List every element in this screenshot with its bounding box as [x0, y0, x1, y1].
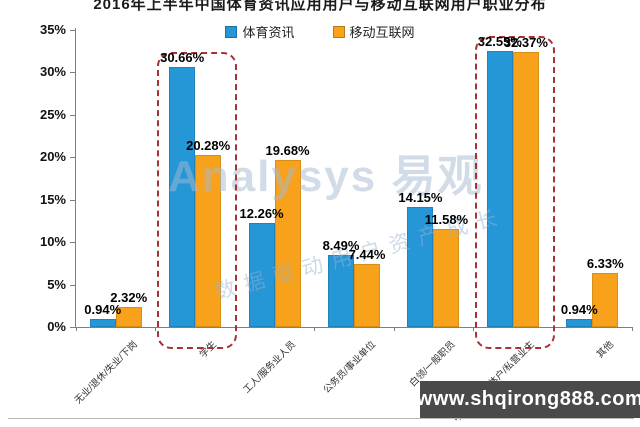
bar-体育资讯-公务员/事业单位	[328, 254, 354, 327]
x-axis-label: 其他	[594, 339, 617, 361]
bar-value-label: 14.15%	[398, 189, 443, 205]
y-axis-label: 30%	[39, 64, 66, 80]
x-axis-label: 工人/服务业人员	[241, 339, 299, 396]
bar-value-label: 12.26%	[239, 205, 284, 221]
bar-移动互联网-工人/服务业人员	[274, 160, 301, 327]
legend-item-sports-info: 体育资讯	[225, 22, 295, 41]
chart-title: 2016年上半年中国体育资讯应用用户与移动互联网用户职业分布	[93, 0, 547, 11]
y-tick	[70, 30, 75, 31]
y-tick	[70, 199, 75, 201]
y-tick	[70, 284, 75, 286]
analysys-watermark: Analysys 易观	[168, 152, 484, 201]
bar-value-label: 30.66%	[160, 49, 205, 65]
legend-swatch-orange	[332, 25, 345, 38]
site-watermark-banner: www.shqirong888.com	[416, 381, 640, 418]
x-axis-label: 公务员/事业单位	[321, 339, 378, 396]
legend-label: 体育资讯	[242, 25, 295, 40]
y-axis-label: 5%	[47, 276, 66, 292]
y-axis-label: 35%	[39, 22, 66, 37]
x-axis	[75, 327, 633, 328]
y-axis-label: 20%	[39, 149, 66, 165]
legend-item-mobile-internet: 移动互联网	[332, 22, 415, 41]
y-axis-label: 25%	[39, 106, 66, 122]
bar-value-label: 19.68%	[265, 143, 310, 158]
x-tick	[76, 327, 77, 331]
bar-value-label: 20.28%	[186, 137, 231, 153]
bar-移动互联网-学生	[195, 154, 222, 327]
y-tick	[70, 114, 75, 116]
bar-value-label: 32.55%	[477, 33, 522, 49]
bar-移动互联网-白领/一般职员	[433, 228, 460, 327]
bar-移动互联网-公务员/事业单位	[354, 263, 380, 327]
bar-value-label: 0.94%	[84, 302, 122, 318]
site-url: www.shqirong888.com	[416, 388, 640, 410]
bar-体育资讯-工人/服务业人员	[248, 222, 275, 327]
chart-title-clip: 2016年上半年中国体育资讯应用用户与移动互联网用户职业分布	[0, 0, 640, 11]
x-tick	[314, 327, 316, 331]
legend-label: 移动互联网	[349, 25, 415, 40]
legend-swatch-blue	[225, 25, 238, 38]
bar-value-label: 32.37%	[503, 35, 548, 51]
bar-value-label: 6.33%	[586, 256, 624, 272]
bottom-divider	[8, 418, 634, 419]
x-tick	[632, 327, 633, 331]
bar-value-label: 11.58%	[424, 211, 469, 227]
y-axis-label: 10%	[39, 234, 66, 250]
x-tick	[473, 327, 475, 331]
highlight-box	[157, 51, 238, 349]
y-axis-label: 0%	[47, 319, 66, 334]
bar-体育资讯-白领/一般职员	[407, 206, 434, 327]
bar-value-label: 2.32%	[110, 290, 148, 306]
bar-value-label: 7.44%	[348, 246, 386, 262]
bar-体育资讯-学生	[169, 66, 196, 327]
bar-value-label: 8.49%	[322, 237, 360, 253]
bar-体育资讯-其他	[566, 319, 593, 327]
x-axis-label: 无业/退休/失业/下岗	[72, 339, 140, 407]
chart-legend: 体育资讯 移动互联网	[0, 22, 640, 41]
bar-体育资讯-无业/退休/失业/下岗	[89, 319, 116, 327]
bar-移动互联网-其他	[592, 273, 619, 327]
highlight-box	[474, 35, 555, 349]
bar-value-label: 0.94%	[560, 302, 598, 318]
bar-移动互联网-中高管理/个体户/私营业主	[512, 52, 539, 327]
y-tick	[70, 327, 75, 328]
x-tick	[393, 327, 395, 331]
y-axis-label: 15%	[39, 191, 66, 207]
y-tick	[70, 72, 75, 74]
y-tick	[70, 242, 75, 244]
bar-体育资讯-中高管理/个体户/私营业主	[486, 50, 513, 327]
x-tick	[155, 327, 157, 331]
y-axis	[75, 28, 76, 328]
bar-移动互联网-无业/退休/失业/下岗	[115, 307, 142, 327]
y-tick	[70, 157, 75, 159]
